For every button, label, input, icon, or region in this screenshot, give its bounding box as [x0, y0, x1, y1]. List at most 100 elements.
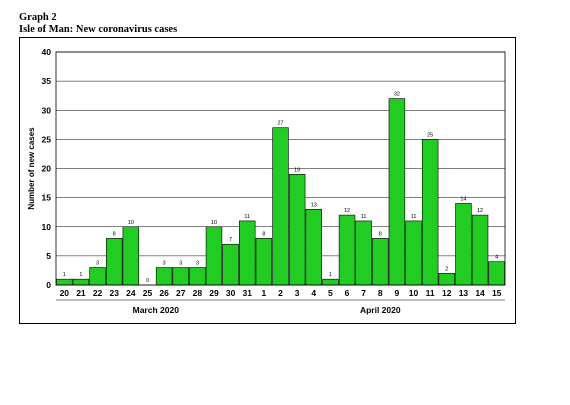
x-tick-label: 3 — [295, 288, 300, 298]
y-tick-label: 10 — [42, 222, 52, 232]
month-labels: March 2020 April 2020 — [133, 305, 401, 315]
x-tick-label: 29 — [209, 288, 219, 298]
x-tick-label: 31 — [243, 288, 253, 298]
bar — [255, 238, 273, 286]
bar — [471, 214, 489, 286]
y-axis-title: Number of new cases — [27, 127, 36, 210]
bar — [56, 278, 73, 286]
bar — [355, 220, 372, 286]
data-label: 3 — [196, 261, 199, 267]
data-label: 10 — [211, 220, 217, 226]
data-label: 4 — [495, 255, 498, 261]
bar — [89, 267, 106, 286]
bar — [322, 278, 339, 286]
x-tick-label: 24 — [126, 288, 136, 298]
bar — [155, 267, 173, 286]
x-tick-label: 8 — [378, 288, 383, 298]
month-label: March 2020 — [133, 305, 180, 315]
bar — [288, 174, 306, 286]
x-tick-label: 10 — [409, 288, 419, 298]
x-tick-label: 12 — [442, 288, 452, 298]
y-tick-label: 20 — [42, 164, 52, 174]
bar — [305, 208, 322, 286]
bar — [72, 278, 90, 286]
x-tick-label: 22 — [93, 288, 103, 298]
y-tick-label: 30 — [42, 105, 52, 115]
data-label: 14 — [460, 196, 466, 202]
x-tick-label: 15 — [492, 288, 502, 298]
data-label: 27 — [277, 121, 283, 127]
data-label: 11 — [411, 214, 417, 220]
x-tick-label: 26 — [159, 288, 169, 298]
x-tick-label: 13 — [459, 288, 469, 298]
chart-header: Graph 2 Isle of Man: New coronavirus cas… — [19, 12, 177, 36]
plot-border — [55, 51, 506, 286]
y-tick-label: 5 — [46, 251, 51, 261]
x-tick-label: 21 — [76, 288, 86, 298]
data-label: 13 — [311, 202, 317, 208]
x-tick-labels: 20 21 22 23 24 25 26 27 28 29 30 31 1 2 3 4 5 6 7 8 9 10 11 12 1… — [60, 288, 502, 298]
y-tick-label: 15 — [42, 193, 52, 203]
bar — [205, 226, 223, 286]
bar — [222, 243, 239, 286]
bar — [189, 267, 206, 286]
x-tick-label: 28 — [193, 288, 203, 298]
data-label: 8 — [379, 231, 382, 237]
graph-label: Graph 2 — [19, 12, 57, 23]
chart-frame — [19, 37, 516, 324]
data-label: 19 — [294, 167, 300, 173]
bar — [172, 267, 189, 286]
x-tick-label: 7 — [361, 288, 366, 298]
y-tick-labels: 0 5 10 15 20 25 30 35 40 — [42, 47, 52, 290]
data-label: 32 — [394, 92, 400, 98]
x-tick-label: 11 — [426, 288, 435, 298]
x-tick-label: 23 — [109, 288, 119, 298]
data-label: 3 — [96, 261, 99, 267]
bars — [56, 98, 505, 286]
data-label: 3 — [179, 261, 182, 267]
bar — [488, 261, 505, 286]
data-label: 1 — [63, 272, 66, 278]
x-tick-label: 6 — [345, 288, 350, 298]
data-label: 1 — [79, 272, 82, 278]
data-label: 11 — [361, 214, 367, 220]
x-tick-label: 9 — [395, 288, 400, 298]
data-label: 2 — [445, 266, 448, 272]
x-tick-label: 25 — [143, 288, 153, 298]
axes — [55, 51, 506, 301]
data-label: 0 — [146, 278, 149, 284]
bar — [438, 273, 456, 286]
data-label: 8 — [113, 231, 116, 237]
data-label: 25 — [427, 132, 433, 138]
data-label: 12 — [344, 208, 350, 214]
bar — [372, 238, 389, 286]
bar — [122, 226, 140, 286]
y-tick-label: 25 — [42, 134, 52, 144]
x-tick-label: 30 — [226, 288, 236, 298]
x-tick-label: 27 — [176, 288, 186, 298]
bar — [239, 220, 256, 286]
y-tick-label: 35 — [42, 76, 52, 86]
bar — [338, 214, 356, 286]
bar — [105, 238, 123, 286]
x-tick-label: 20 — [60, 288, 70, 298]
data-label: 7 — [229, 237, 232, 243]
bar — [272, 127, 289, 286]
data-label: 12 — [477, 208, 483, 214]
x-tick-label: 2 — [278, 288, 283, 298]
x-tick-label: 1 — [262, 288, 267, 298]
data-label: 10 — [128, 220, 134, 226]
data-label: 8 — [262, 231, 265, 237]
month-label: April 2020 — [360, 305, 401, 315]
chart-title: Isle of Man: New coronavirus cases — [19, 24, 178, 35]
data-label: 3 — [163, 261, 166, 267]
x-tick-label: 5 — [328, 288, 333, 298]
x-tick-label: 4 — [311, 288, 316, 298]
y-tick-label: 0 — [46, 280, 51, 290]
bar — [388, 98, 406, 286]
bar — [455, 203, 472, 286]
bar — [421, 139, 439, 286]
data-label: 11 — [244, 214, 250, 220]
